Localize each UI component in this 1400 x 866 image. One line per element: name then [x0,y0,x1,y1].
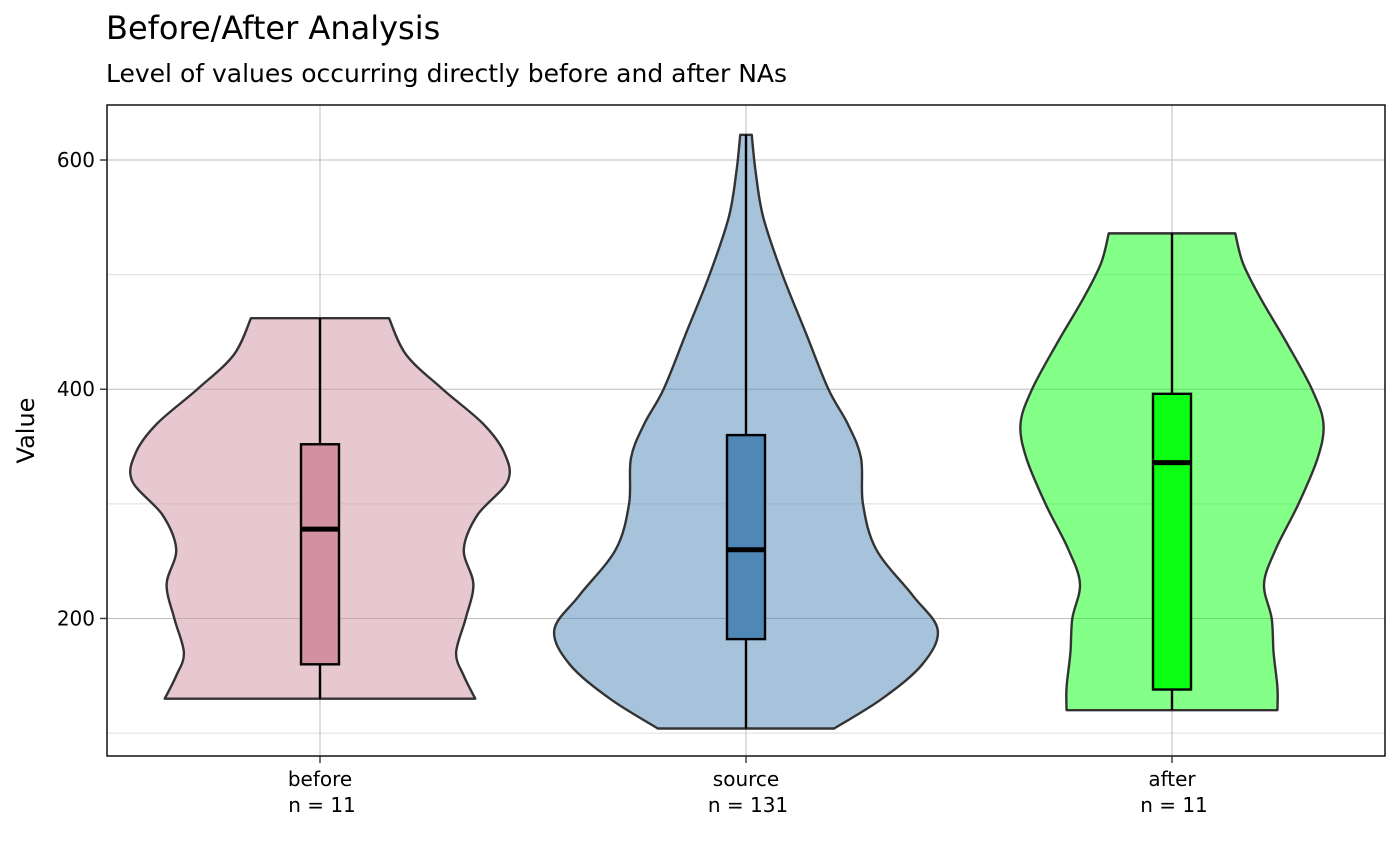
y-tick-label: 200 [57,606,95,630]
y-axis: 200 400 600 [57,148,107,630]
x-tick-count-source: n = 131 [708,793,788,817]
box-before [299,443,341,666]
violin-group-before [129,316,511,700]
y-tick-label: 400 [57,377,95,401]
violin-group-after [1019,232,1325,712]
x-tick-label-source: source [713,767,779,791]
y-axis-label: Value [12,398,40,464]
violins [129,133,1325,730]
y-tick-label: 600 [57,148,95,172]
chart-subtitle: Level of values occurring directly befor… [106,59,788,88]
violin-group-source [552,133,940,730]
x-tick-count-before: n = 11 [288,793,356,817]
box-source [725,433,767,641]
x-tick-label-before: before [288,767,352,791]
x-tick-label-after: after [1148,767,1196,791]
box-after [1151,392,1193,691]
x-tick-count-after: n = 11 [1140,793,1208,817]
chart-title: Before/After Analysis [106,9,441,47]
